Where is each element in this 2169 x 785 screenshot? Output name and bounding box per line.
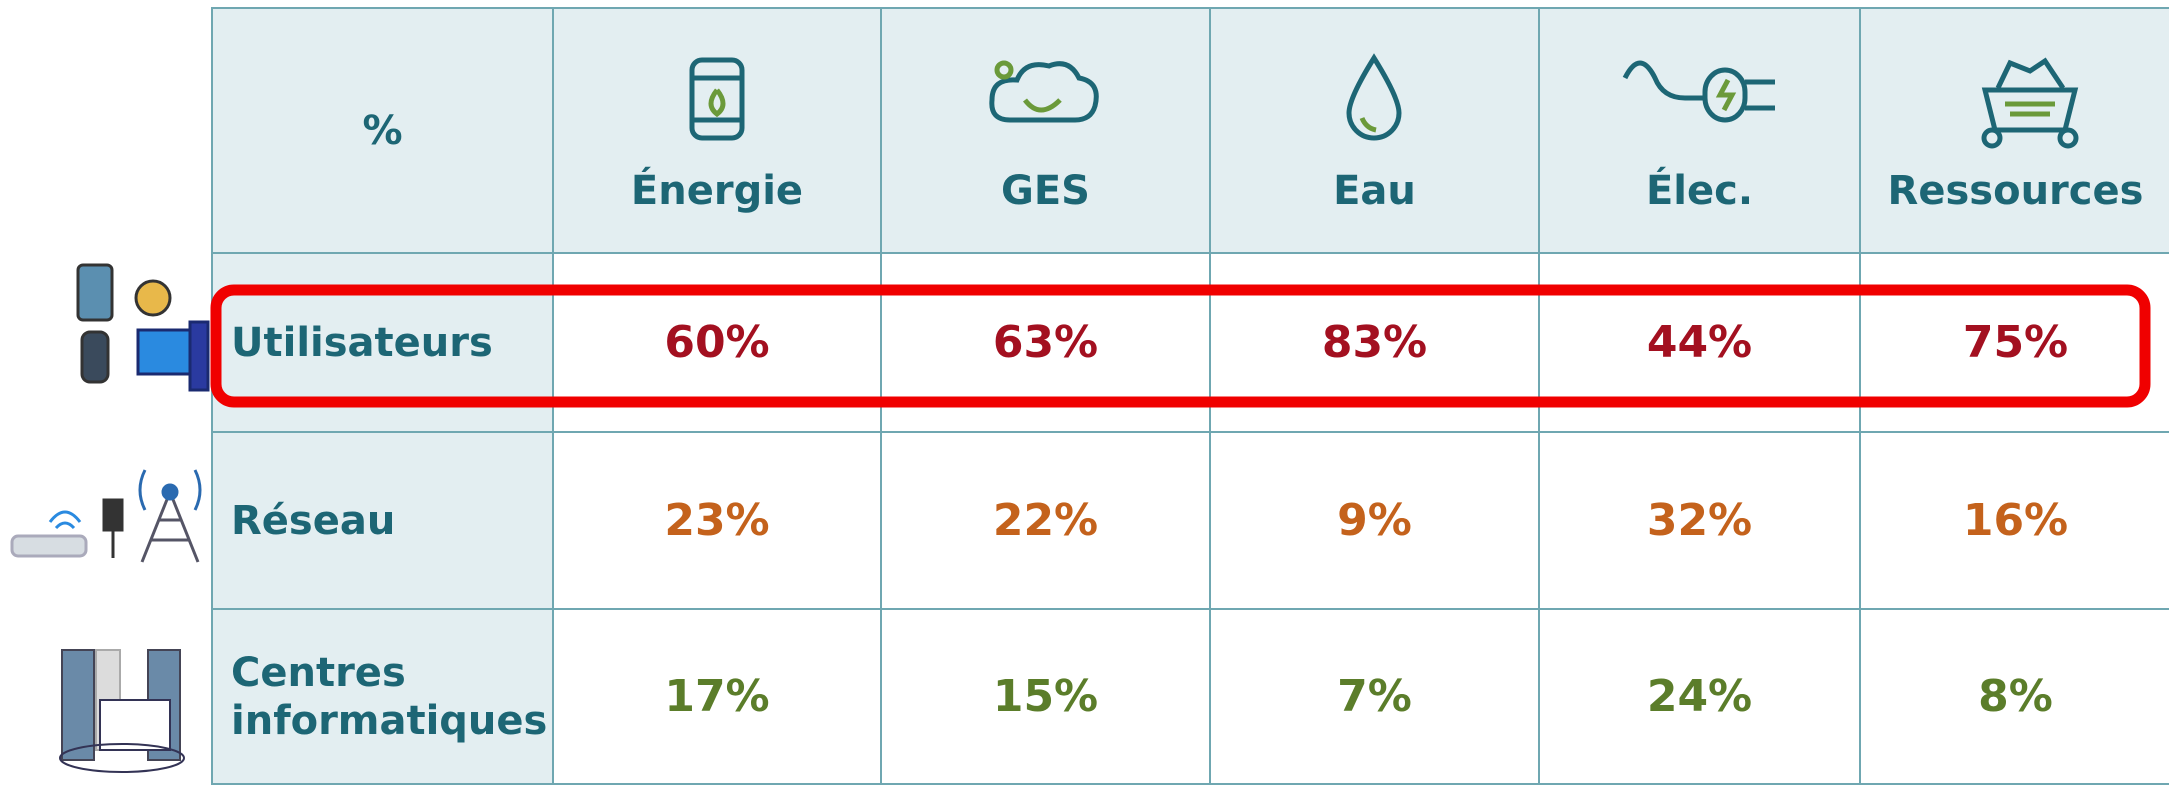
- value-cell: 22%: [880, 431, 1211, 610]
- column-header: %: [211, 7, 554, 254]
- column-header: Énergie: [552, 7, 882, 254]
- value-cell: 24%: [1538, 608, 1861, 785]
- row-label: Centres informatiques: [211, 608, 554, 785]
- value-cell: 17%: [552, 608, 882, 785]
- value-cell: 9%: [1209, 431, 1540, 610]
- value-cell: 16%: [1859, 431, 2169, 610]
- value-cell: 23%: [552, 431, 882, 610]
- datacenter-icon: [60, 650, 184, 772]
- page: %ÉnergieGESEauÉlec.Ressources Utilisateur…: [0, 0, 2169, 782]
- column-header: GES: [880, 7, 1211, 254]
- value-cell: 44%: [1538, 252, 1861, 433]
- column-header: Ressources: [1859, 7, 2169, 254]
- column-header: Eau: [1209, 7, 1540, 254]
- value-cell: 32%: [1538, 431, 1861, 610]
- column-header: Élec.: [1538, 7, 1861, 254]
- value-cell: 15%: [880, 608, 1211, 785]
- row-label: Réseau: [211, 431, 554, 610]
- network-icon: [12, 470, 200, 562]
- value-cell: 63%: [880, 252, 1211, 433]
- value-cell: 60%: [552, 252, 882, 433]
- value-cell: 8%: [1859, 608, 2169, 785]
- row-label: Utilisateurs: [211, 252, 554, 433]
- value-cell: 83%: [1209, 252, 1540, 433]
- value-cell: 7%: [1209, 608, 1540, 785]
- value-cell: 75%: [1859, 252, 2169, 433]
- devices-icon: [78, 265, 208, 390]
